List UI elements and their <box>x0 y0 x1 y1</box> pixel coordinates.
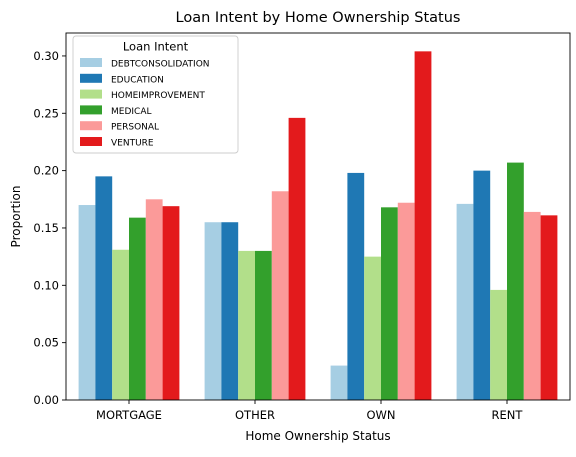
x-tick-label: MORTGAGE <box>96 408 162 422</box>
x-axis-label: Home Ownership Status <box>245 429 390 443</box>
bar-education-rent <box>473 170 491 401</box>
bar-debtconsolidation-other <box>204 222 222 400</box>
bar-personal-rent <box>523 211 541 400</box>
x-tick-label: OTHER <box>235 408 275 422</box>
bar-medical-rent <box>507 162 524 400</box>
y-axis-label: Proportion <box>9 186 23 248</box>
legend-swatch-medical <box>80 105 102 115</box>
bar-medical-own <box>381 207 398 400</box>
y-tick-label: 0.20 <box>33 164 59 178</box>
bar-homeimprovement-mortgage <box>112 249 129 400</box>
bar-homeimprovement-rent <box>490 289 507 400</box>
legend-label-education: EDUCATION <box>111 75 164 85</box>
y-tick-label: 0.10 <box>33 278 59 292</box>
legend-swatch-venture <box>80 137 102 146</box>
legend-label-personal: PERSONAL <box>111 123 159 133</box>
legend-swatch-personal <box>80 121 102 131</box>
bar-personal-own <box>397 202 415 400</box>
legend-swatch-education <box>80 73 102 83</box>
legend-swatch-debtconsolidation <box>80 58 102 67</box>
legend-label-venture: VENTURE <box>111 139 154 149</box>
legend-items: DEBTCONSOLIDATION EDUCATION HOMEIMPROVEMEN… <box>80 58 210 149</box>
bar-education-own <box>347 172 365 400</box>
x-axis: MORTGAGE OTHER OWN RENT <box>96 400 523 422</box>
legend-label-homeimprovement: HOMEIMPROVEMENT <box>111 91 205 101</box>
bar-education-other <box>221 222 239 400</box>
y-tick-label: 0.05 <box>33 336 59 350</box>
bar-venture-rent <box>540 215 558 400</box>
bar-homeimprovement-own <box>364 256 381 400</box>
bar-debtconsolidation-rent <box>456 203 474 400</box>
bars-group <box>78 51 558 401</box>
bar-personal-mortgage <box>145 199 163 400</box>
bar-debtconsolidation-mortgage <box>78 205 96 400</box>
bar-personal-other <box>271 191 289 400</box>
bar-education-mortgage <box>95 176 113 400</box>
legend-title: Loan Intent <box>123 40 189 54</box>
y-tick-label: 0.25 <box>33 106 59 120</box>
legend-box <box>72 35 239 154</box>
legend: Loan Intent DEBTCONSOLIDATION EDUCATION HO… <box>72 35 239 154</box>
bar-homeimprovement-other <box>238 250 255 400</box>
bar-venture-own <box>414 51 432 400</box>
y-tick-label: 0.30 <box>33 49 59 63</box>
x-tick-label: RENT <box>492 408 524 422</box>
bar-venture-other <box>288 117 306 401</box>
legend-label-medical: MEDICAL <box>111 107 152 117</box>
y-tick-label: 0.00 <box>33 393 59 407</box>
bar-medical-mortgage <box>129 217 146 400</box>
axes-frame <box>65 32 571 401</box>
chart-title: Loan Intent by Home Ownership Status <box>176 10 461 26</box>
x-tick-label: OWN <box>366 408 395 422</box>
legend-swatch-homeimprovement <box>80 89 102 99</box>
y-tick-label: 0.15 <box>33 221 59 235</box>
bar-venture-mortgage <box>162 206 180 400</box>
bar-medical-other <box>255 250 272 400</box>
y-axis: 0.00 0.05 0.10 0.15 0.20 0.25 0.30 <box>33 49 66 407</box>
bar-debtconsolidation-own <box>330 365 348 400</box>
legend-label-debtconsolidation: DEBTCONSOLIDATION <box>111 60 210 70</box>
